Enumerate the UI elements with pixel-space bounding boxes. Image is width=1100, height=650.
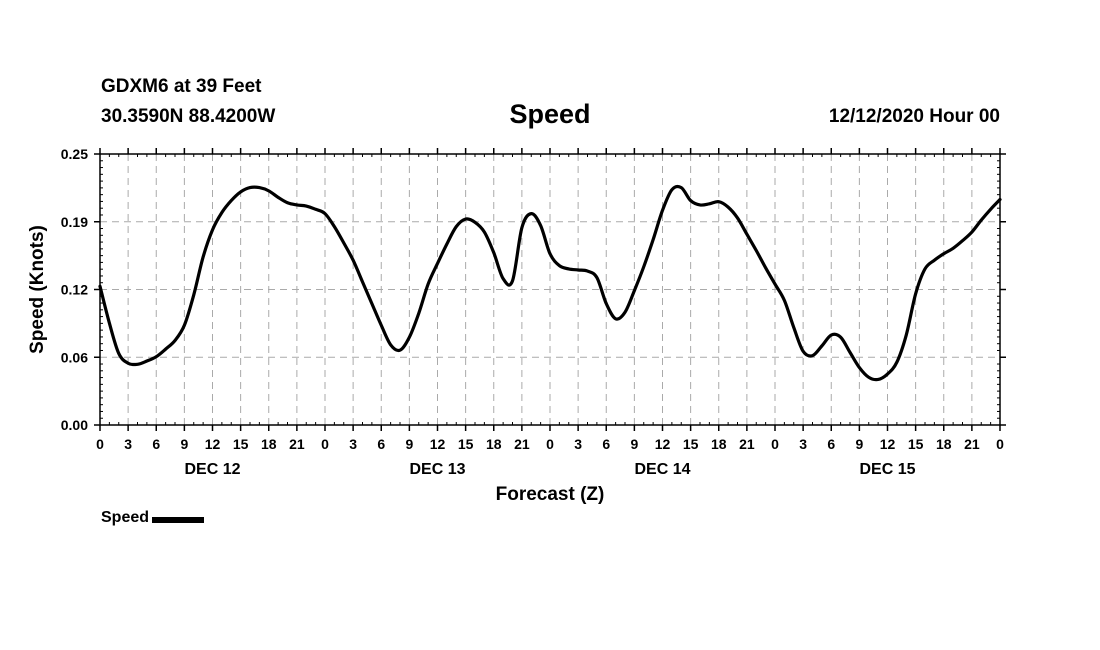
y-tick-label: 0.00 — [61, 417, 88, 433]
day-label: DEC 12 — [184, 461, 240, 478]
x-tick-label: 0 — [996, 436, 1004, 452]
x-tick-label: 3 — [799, 436, 807, 452]
day-labels: DEC 12 DEC 13 DEC 14 DEC 15 — [184, 461, 915, 478]
grid-lines — [100, 154, 1000, 425]
x-tick-label: 9 — [855, 436, 863, 452]
y-tick-label: 0.12 — [61, 282, 88, 298]
y-axis-title: Speed (Knots) — [27, 225, 48, 354]
x-tick-label: 0 — [96, 436, 104, 452]
y-tick-label: 0.06 — [61, 349, 88, 365]
chart-title: Speed — [509, 99, 591, 129]
x-tick-label: 9 — [630, 436, 638, 452]
x-axis: 0 3 6 9 12 15 18 21 0 3 6 9 12 15 18 21 0 3 6 9 12 15 18 21 0 3 6 9… — [96, 148, 1004, 452]
x-tick-label: 12 — [430, 436, 446, 452]
x-tick-label: 12 — [205, 436, 221, 452]
x-tick-label: 18 — [936, 436, 952, 452]
day-label: DEC 14 — [634, 461, 690, 478]
x-tick-label: 12 — [880, 436, 896, 452]
x-tick-label: 0 — [546, 436, 554, 452]
x-tick-label: 3 — [349, 436, 357, 452]
x-tick-label: 18 — [711, 436, 727, 452]
x-tick-label: 18 — [486, 436, 502, 452]
x-tick-label: 12 — [655, 436, 671, 452]
series-group — [98, 184, 1002, 382]
x-tick-label: 15 — [458, 436, 474, 452]
x-tick-label: 18 — [261, 436, 277, 452]
x-tick-label: 9 — [180, 436, 188, 452]
x-tick-label: 3 — [574, 436, 582, 452]
y-axis: 0.00 0.06 0.12 0.19 0.25 — [61, 146, 1006, 433]
day-label: DEC 13 — [409, 461, 465, 478]
x-tick-label: 6 — [377, 436, 385, 452]
x-tick-label: 21 — [964, 436, 980, 452]
legend-line-swatch — [152, 516, 205, 523]
x-tick-label: 3 — [124, 436, 132, 452]
x-tick-label: 6 — [152, 436, 160, 452]
station-label: GDXM6 at 39 Feet — [101, 76, 262, 97]
legend: Speed — [101, 509, 205, 527]
x-tick-label: 15 — [233, 436, 249, 452]
x-tick-label: 9 — [405, 436, 413, 452]
x-tick-label: 0 — [321, 436, 329, 452]
x-tick-label: 15 — [683, 436, 699, 452]
day-label: DEC 15 — [859, 461, 915, 478]
run-time-label: 12/12/2020 Hour 00 — [828, 106, 1000, 127]
x-tick-label: 15 — [908, 436, 924, 452]
y-tick-label: 0.19 — [61, 214, 88, 230]
coordinates-label: 30.3590N 88.4200W — [101, 106, 276, 127]
x-tick-label: 0 — [771, 436, 779, 452]
x-tick-label: 21 — [514, 436, 530, 452]
legend-label: Speed — [101, 509, 150, 526]
x-axis-title: Forecast (Z) — [496, 484, 605, 505]
y-tick-label: 0.25 — [61, 146, 88, 162]
x-tick-label: 6 — [602, 436, 610, 452]
x-tick-label: 21 — [289, 436, 305, 452]
x-tick-label: 6 — [827, 436, 835, 452]
x-tick-label: 21 — [739, 436, 755, 452]
series-line-speed — [98, 184, 1002, 382]
